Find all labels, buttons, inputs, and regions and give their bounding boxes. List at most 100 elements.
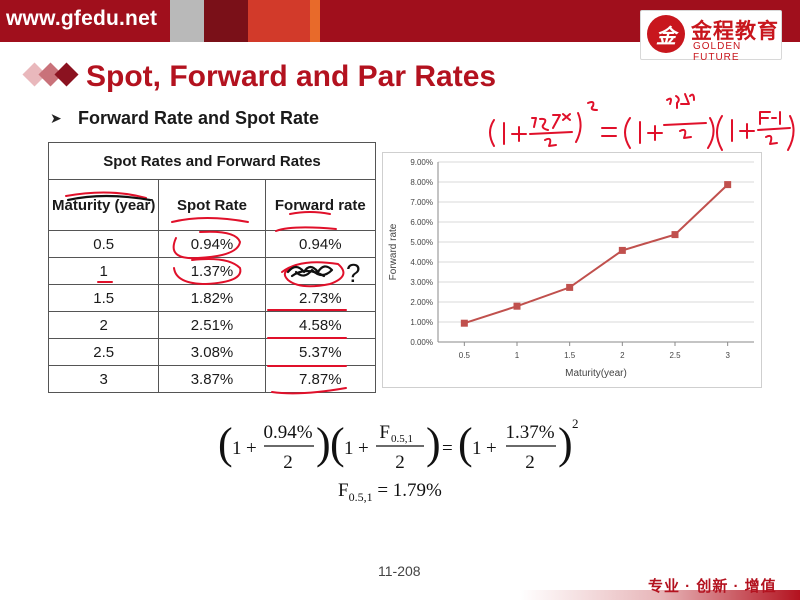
spot-rate-cell: 2.51%	[158, 311, 266, 339]
title-diamond-icon	[22, 62, 79, 87]
rates-table: Spot Rates and Forward Rates Maturity (y…	[47, 142, 377, 393]
logo-name-cn: 金程教育	[691, 20, 779, 43]
x-tick-label: 2	[620, 351, 625, 360]
forward-rate-cell: 2.73%	[264, 284, 377, 312]
plus-sign: +	[246, 438, 257, 459]
plus-sign: +	[486, 438, 497, 459]
equals-sign: =	[442, 438, 453, 459]
data-point-marker	[724, 181, 732, 189]
header-tile	[310, 0, 320, 42]
forward-rate-result: F0.5,1 = 1.79%	[338, 480, 442, 505]
forward-rate-equation: ( 1 + 0.94% 2 ) ( 1 + F 0.5,1 2 ) = ( 1 …	[218, 416, 579, 473]
right-paren: )	[426, 419, 441, 468]
y-tick-label: 1.00%	[410, 318, 433, 327]
formula-spot-1: 1.37%	[505, 422, 554, 443]
footer-slogan: 专业 · 创新 · 增值	[648, 578, 777, 595]
forward-rate-cell	[264, 257, 377, 285]
table-row: 1.5 1.82% 2.73%	[47, 284, 377, 312]
maturity-cell: 1.5	[47, 284, 160, 312]
table-row: 1 1.37%	[47, 257, 377, 285]
y-tick-label: 6.00%	[410, 218, 433, 227]
right-paren: )	[316, 419, 331, 468]
column-header-forward-rate: Forward rate	[264, 179, 377, 231]
left-paren: (	[458, 419, 473, 468]
maturity-cell: 3	[47, 365, 160, 393]
header-tile	[204, 0, 248, 42]
handwritten-equation	[489, 93, 795, 151]
y-tick-label: 2.00%	[410, 298, 433, 307]
y-axis-label: Forward rate	[388, 223, 399, 280]
forward-rate-cell: 0.94%	[264, 230, 377, 258]
company-logo: 金 金程教育 GOLDEN FUTURE	[640, 10, 782, 63]
forward-rate-chart: 0.00% 1.00% 2.00% 3.00% 4.00% 5.00% 6.00% 7.00%…	[382, 152, 762, 388]
plus-sign: +	[358, 438, 369, 459]
y-tick-label: 9.00%	[410, 158, 433, 167]
x-tick-label: 1	[515, 351, 520, 360]
formula-denominator: 2	[283, 452, 293, 473]
column-header-spot-rate: Spot Rate	[158, 179, 266, 231]
data-point-marker	[618, 246, 626, 254]
formula-one: 1	[344, 438, 354, 459]
spot-rate-cell: 3.08%	[158, 338, 266, 366]
spot-rate-cell: 1.37%	[158, 257, 266, 285]
result-equals-sign: =	[377, 480, 393, 501]
spot-rate-cell: 3.87%	[158, 365, 266, 393]
site-url[interactable]: www.gfedu.net	[6, 7, 158, 30]
slide-title: Spot, Forward and Par Rates	[86, 60, 497, 93]
spot-rate-cell: 0.94%	[158, 230, 266, 258]
logo-mark: 金	[647, 15, 685, 53]
forward-rate-cell: 4.58%	[264, 311, 377, 339]
x-tick-label: 1.5	[564, 351, 576, 360]
data-point-marker	[566, 283, 574, 291]
y-tick-label: 3.00%	[410, 278, 433, 287]
x-tick-label: 0.5	[459, 351, 471, 360]
x-axis-label: Maturity(year)	[565, 368, 627, 379]
data-point-marker	[671, 231, 679, 239]
y-tick-label: 7.00%	[410, 198, 433, 207]
table-caption: Spot Rates and Forward Rates	[48, 142, 376, 180]
data-point-marker	[460, 319, 468, 327]
formula-denominator: 2	[395, 452, 405, 473]
left-paren: (	[218, 419, 233, 468]
x-tick-label: 2.5	[669, 351, 681, 360]
forward-rate-series-line	[464, 183, 729, 325]
data-point-marker	[513, 302, 521, 310]
formula-one: 1	[232, 438, 242, 459]
y-tick-label: 8.00%	[410, 178, 433, 187]
header-tile	[170, 0, 204, 42]
left-paren: (	[330, 419, 345, 468]
forward-rate-cell: 7.87%	[264, 365, 377, 393]
maturity-cell: 1	[47, 257, 160, 285]
table-row: 2.5 3.08% 5.37%	[47, 338, 377, 366]
formula-one: 1	[472, 438, 482, 459]
y-tick-label: 5.00%	[410, 238, 433, 247]
bullet-heading: Forward Rate and Spot Rate	[78, 108, 320, 128]
formula-denominator: 2	[525, 452, 535, 473]
table-row: 0.5 0.94% 0.94%	[47, 230, 377, 258]
formula-exponent: 2	[572, 416, 579, 431]
table-row: 2 2.51% 4.58%	[47, 311, 377, 339]
maturity-cell: 2.5	[47, 338, 160, 366]
column-header-maturity: Maturity (year)	[47, 179, 160, 231]
result-forward-symbol: F	[338, 480, 349, 501]
y-tick-label: 0.00%	[410, 338, 433, 347]
result-value: 1.79%	[392, 480, 442, 501]
forward-rate-cell: 5.37%	[264, 338, 377, 366]
footer-bar	[520, 590, 800, 600]
forward-subscript: 0.5,1	[391, 433, 413, 445]
maturity-cell: 0.5	[47, 230, 160, 258]
logo-name-en: GOLDEN FUTURE	[693, 41, 742, 63]
bullet-arrow-icon: ➤	[50, 110, 62, 126]
spot-rate-cell: 1.82%	[158, 284, 266, 312]
right-paren: )	[558, 419, 573, 468]
forward-symbol: F	[379, 422, 390, 443]
maturity-cell: 2	[47, 311, 160, 339]
y-tick-label: 4.00%	[410, 258, 433, 267]
table-row: 3 3.87% 7.87%	[47, 365, 377, 393]
header-tile	[248, 0, 310, 42]
page-number: 11-208	[378, 563, 421, 579]
result-forward-subscript: 0.5,1	[348, 489, 373, 504]
chart-area	[382, 152, 762, 388]
x-tick-label: 3	[725, 351, 730, 360]
formula-spot-05: 0.94%	[263, 422, 312, 443]
